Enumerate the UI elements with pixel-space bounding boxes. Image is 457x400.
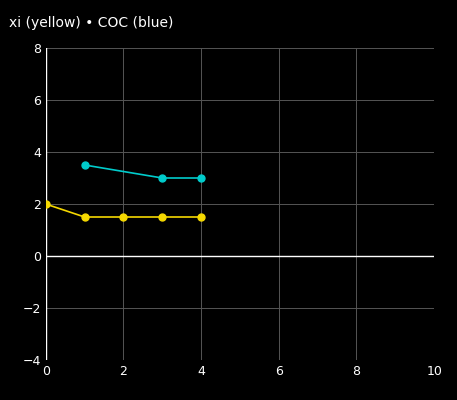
Text: xi (yellow) • COC (blue): xi (yellow) • COC (blue) [9, 16, 174, 30]
